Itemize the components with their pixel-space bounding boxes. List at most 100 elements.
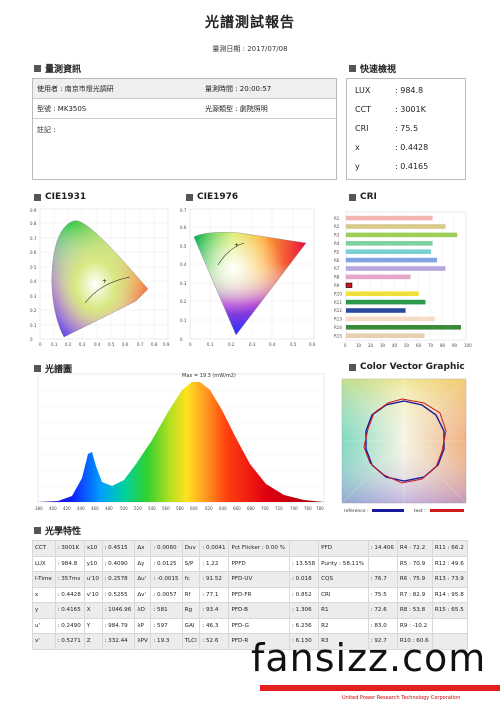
table-row: I-Time: 357ms u'10: 0.2578 Δu': -0.0015 fc:… <box>32 571 469 588</box>
tick-label: 0.1 <box>51 342 58 347</box>
tick-label: 100 <box>464 343 472 348</box>
tick-label: 0.7 <box>30 236 37 241</box>
table-cell: : -0.0015 <box>150 571 183 588</box>
legend-reference-label: reference : <box>344 508 368 514</box>
section-title: CIE1931 <box>45 192 87 202</box>
table-cell: : 0.5271 <box>54 633 85 650</box>
cri-bar <box>346 325 461 330</box>
section-title: CIE1976 <box>197 192 239 202</box>
tick-label: 0 <box>344 343 347 348</box>
table-cell: R5 : 70.9 <box>396 555 433 572</box>
table-cell: : 75.5 <box>367 586 398 603</box>
cie1976-y-ticks: 0.7 0.6 0.5 0.4 0.3 0.2 0.1 0 <box>180 208 187 342</box>
section-cri: CRI <box>349 192 377 202</box>
section-bullet-icon <box>349 193 356 201</box>
cri-label: R15 <box>334 333 342 338</box>
tick-label: 0.7 <box>180 208 187 213</box>
cie1931-point-marker: + <box>102 278 107 285</box>
table-cell: : 3001K <box>54 540 85 557</box>
table-cell: : 0.852 <box>288 586 320 603</box>
tick-label: 0.6 <box>180 225 187 230</box>
table-cell: : 1046.96 <box>101 602 136 619</box>
section-title: Color Vector Graphic <box>360 362 465 372</box>
table-row: y: 0.4165 X: 1046.96 λD: 581 Rg: 93.4 PFD-B:… <box>32 602 469 619</box>
tick-label: 720 <box>275 506 283 511</box>
tick-label: 30 <box>380 343 386 348</box>
tick-label: 500 <box>120 506 128 511</box>
table-cell: : 0.5255 <box>101 586 136 603</box>
tick-label: 0.1 <box>180 318 187 323</box>
table-cell: : 91.52 <box>199 571 230 588</box>
spectrum-x-ticks: 380 400 420 440 460 480 500 520 540 560 … <box>35 506 324 511</box>
table-cell: R6 : 75.9 <box>396 571 433 588</box>
tick-label: 480 <box>105 506 113 511</box>
table-cell: Δu' <box>134 571 152 588</box>
table-cell: : 14.406 <box>367 540 398 557</box>
tick-label: 700 <box>261 506 269 511</box>
cie1931-y-ticks: 0.9 0.8 0.7 0.6 0.5 0.4 0.3 0.2 0.1 0 <box>30 208 37 342</box>
table-cell: X <box>83 602 103 619</box>
table-cell: : 0.0041 <box>199 540 230 557</box>
tick-label: 580 <box>176 506 184 511</box>
tick-label: 60 <box>416 343 422 348</box>
table-cell: R3 <box>318 633 369 650</box>
info-time: 量測時間 : 20:00:57 <box>205 84 272 93</box>
footer-bar <box>260 685 500 691</box>
quick-value: : 3001K <box>395 105 426 114</box>
tick-label: 0 <box>180 337 183 342</box>
info-note: 註記 : <box>37 126 56 134</box>
tick-label: 660 <box>233 506 241 511</box>
table-cell: R4 : 72.2 <box>396 540 433 557</box>
section-cie1976: CIE1976 <box>186 192 238 202</box>
quick-row-lux: LUX : 984.8 <box>347 81 465 100</box>
cie1931-diagram: + 0 0.1 0.2 0.3 0.4 0.5 0.6 0.7 0.8 0.9 … <box>30 208 170 347</box>
table-cell: R13 : 73.9 <box>431 571 469 588</box>
section-cie1931: CIE1931 <box>34 192 86 202</box>
info-source-type: 光源類型 : 劇院照明 <box>205 104 268 113</box>
cri-label: R2 <box>334 224 340 229</box>
tick-label: 0 <box>39 342 42 347</box>
gamut-outline <box>51 220 149 338</box>
section-bullet-icon <box>349 65 356 72</box>
cri-label: R7 <box>334 266 340 271</box>
section-measure-info: 量測資訊 <box>34 62 81 75</box>
spectrum-max-label: Max = 19.3 (mW/m2) <box>182 373 236 379</box>
quick-value: : 0.4428 <box>395 143 429 152</box>
table-cell: : 6.236 <box>288 617 320 634</box>
test-polygon <box>363 398 447 484</box>
tick-label: 0.2 <box>65 342 72 347</box>
table-cell: CQS <box>318 571 369 588</box>
table-cell: LUX <box>32 555 56 572</box>
table-row: v': 0.5271 Z: 332.44 λPV: 19.3 TLCI: 52.6 PF… <box>32 633 469 650</box>
section-bullet-icon <box>34 527 41 534</box>
cri-label: R10 <box>334 291 342 296</box>
tick-label: 10 <box>356 343 362 348</box>
tick-label: 0.6 <box>30 250 37 255</box>
table-cell: : 19.3 <box>150 633 183 650</box>
cri-bar <box>346 333 425 338</box>
spectrum-chart: Max = 19.3 (mW/m2) 380 400 420 440 460 4… <box>35 373 325 511</box>
tick-label: 0.8 <box>151 342 158 347</box>
tick-label: 0 <box>30 337 33 342</box>
table-cell: : 0.2578 <box>101 571 136 588</box>
table-cell: x <box>32 586 56 603</box>
info-user: 使用者 : 南京市燈光調研 <box>37 84 114 93</box>
table-cell: PFD-G <box>228 617 290 634</box>
section-title: 快速檢視 <box>360 65 397 75</box>
quick-value: : 984.8 <box>395 86 424 95</box>
cri-label: R8 <box>334 275 340 280</box>
table-cell: : 357ms <box>54 571 85 588</box>
table-cell: PFD-B <box>228 602 290 619</box>
tick-label: 0.3 <box>30 294 37 299</box>
table-cell: : 332.44 <box>101 633 136 650</box>
quick-key: LUX <box>355 86 371 95</box>
quick-view-box: LUX: 984.8 CCT: 3001K CRI: 75.5 x: 0.442… <box>346 78 466 180</box>
tick-label: 0.9 <box>30 208 37 213</box>
cri-label: R3 <box>334 233 340 238</box>
table-cell: CRI <box>318 586 369 603</box>
tick-label: 380 <box>35 506 43 511</box>
table-cell: : 0.4428 <box>54 586 85 603</box>
tick-label: 0.4 <box>94 342 101 347</box>
tick-label: 680 <box>247 506 255 511</box>
tick-label: 20 <box>368 343 374 348</box>
